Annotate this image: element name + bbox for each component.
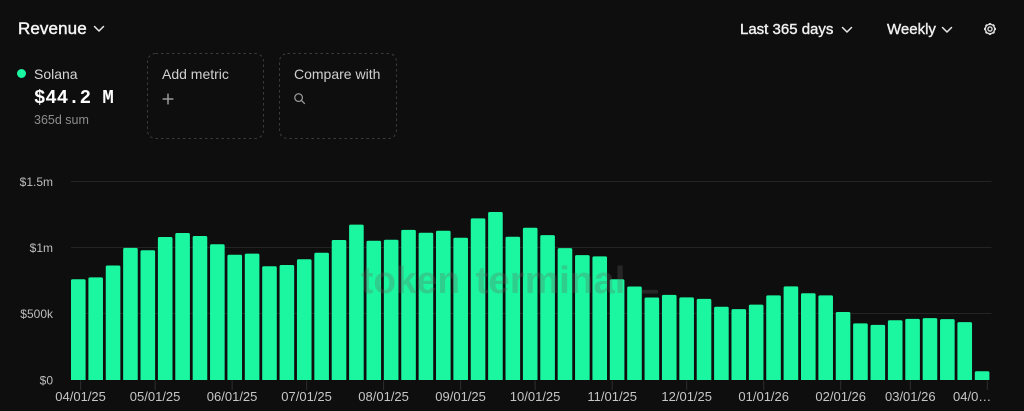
svg-text:05/01/25: 05/01/25: [130, 389, 181, 404]
svg-text:01/01/26: 01/01/26: [738, 389, 789, 404]
svg-text:token: token: [361, 260, 460, 302]
svg-text:03/01/26: 03/01/26: [885, 389, 936, 404]
svg-text:09/01/25: 09/01/25: [435, 389, 486, 404]
svg-text:07/01/25: 07/01/25: [281, 389, 332, 404]
svg-text:11/01/25: 11/01/25: [587, 389, 637, 404]
svg-text:04/01/25: 04/01/25: [55, 389, 106, 404]
svg-text:terminal: terminal: [476, 260, 626, 302]
svg-text:10/01/25: 10/01/25: [510, 389, 561, 404]
svg-text:$0: $0: [40, 374, 54, 388]
svg-text:06/01/25: 06/01/25: [207, 389, 258, 404]
svg-text:02/01/26: 02/01/26: [815, 389, 866, 404]
svg-text:12/01/25: 12/01/25: [661, 389, 712, 404]
svg-text:$500k: $500k: [20, 307, 54, 321]
svg-text:04/0…: 04/0…: [953, 389, 991, 404]
svg-text:08/01/25: 08/01/25: [358, 389, 409, 404]
svg-text:$1m: $1m: [30, 241, 53, 255]
svg-text:$1.5m: $1.5m: [20, 175, 53, 189]
